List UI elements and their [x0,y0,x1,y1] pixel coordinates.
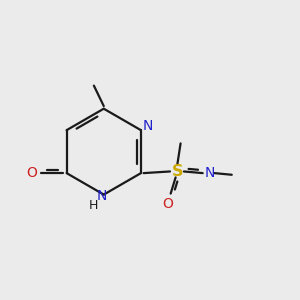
Text: H: H [89,199,98,212]
Text: O: O [26,166,37,180]
Text: N: N [205,166,215,180]
Text: N: N [97,189,107,203]
Text: S: S [172,164,183,179]
Text: N: N [143,119,153,133]
Text: O: O [162,196,173,211]
